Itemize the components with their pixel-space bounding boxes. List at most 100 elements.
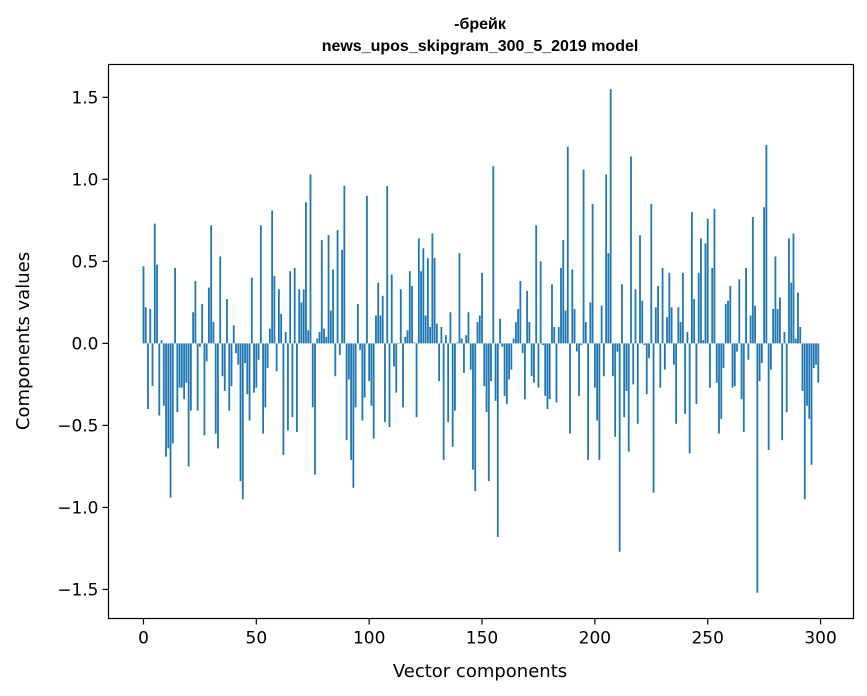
bar bbox=[551, 284, 553, 344]
bar bbox=[271, 210, 274, 344]
bar bbox=[713, 208, 716, 344]
bar bbox=[203, 343, 206, 436]
bar bbox=[533, 343, 535, 383]
y-tick-label: 1.5 bbox=[71, 88, 98, 108]
bar bbox=[677, 307, 680, 344]
bar bbox=[379, 315, 382, 344]
bar bbox=[171, 343, 174, 444]
bar bbox=[397, 343, 400, 344]
bar bbox=[681, 272, 684, 344]
bar bbox=[454, 343, 456, 411]
bar bbox=[320, 240, 323, 344]
bar bbox=[165, 343, 167, 457]
bar bbox=[350, 343, 353, 460]
bar bbox=[715, 343, 718, 383]
bar bbox=[151, 343, 154, 387]
y-tick-label: −0.5 bbox=[57, 416, 98, 436]
bar bbox=[228, 343, 231, 411]
bar bbox=[144, 307, 147, 344]
bar bbox=[521, 343, 524, 354]
bar bbox=[499, 318, 501, 344]
bar bbox=[632, 343, 635, 385]
bar bbox=[666, 317, 668, 344]
bar bbox=[356, 304, 359, 344]
bar bbox=[388, 343, 391, 428]
bar bbox=[463, 343, 465, 373]
bar bbox=[675, 343, 678, 424]
bar bbox=[445, 335, 447, 344]
bar bbox=[546, 343, 549, 410]
bar bbox=[460, 338, 463, 344]
bar bbox=[160, 340, 163, 344]
bar bbox=[411, 285, 413, 344]
bar bbox=[627, 343, 630, 452]
bar bbox=[727, 300, 729, 344]
bar bbox=[404, 336, 407, 344]
bar bbox=[406, 330, 409, 344]
bar bbox=[230, 343, 233, 387]
bar bbox=[239, 343, 242, 482]
bar bbox=[688, 343, 691, 454]
bar bbox=[293, 267, 296, 344]
bar bbox=[451, 343, 454, 447]
bar bbox=[174, 267, 176, 344]
bar bbox=[808, 343, 811, 419]
bar bbox=[318, 331, 321, 344]
bar bbox=[302, 289, 305, 344]
bar bbox=[661, 267, 664, 344]
bar bbox=[442, 343, 445, 460]
bar bbox=[221, 343, 224, 377]
bar bbox=[208, 287, 210, 344]
bar bbox=[167, 343, 170, 449]
bar bbox=[158, 343, 161, 416]
bar bbox=[287, 343, 289, 431]
bar bbox=[553, 326, 556, 344]
bar bbox=[643, 343, 646, 346]
bar bbox=[812, 343, 815, 368]
bar bbox=[704, 243, 707, 344]
bar bbox=[372, 343, 375, 439]
bar bbox=[246, 343, 249, 395]
bar bbox=[178, 343, 181, 388]
bar bbox=[724, 304, 727, 344]
bar bbox=[370, 343, 373, 406]
bar bbox=[587, 343, 589, 460]
bar bbox=[691, 212, 693, 344]
x-tick-label: 0 bbox=[138, 629, 149, 649]
bar bbox=[277, 289, 280, 344]
bar bbox=[381, 295, 384, 344]
bar bbox=[503, 343, 506, 396]
bar bbox=[580, 343, 583, 346]
bar bbox=[706, 218, 709, 344]
bar bbox=[747, 343, 750, 360]
bar bbox=[426, 258, 429, 344]
bar bbox=[636, 343, 639, 424]
chart-title-line-1: -брейк bbox=[454, 16, 507, 33]
chart-title-line-2: news_upos_skipgram_300_5_2019 model bbox=[322, 38, 639, 55]
bar bbox=[774, 256, 777, 344]
y-tick-label: 1.0 bbox=[71, 170, 98, 190]
bar bbox=[223, 343, 226, 391]
bar bbox=[298, 289, 301, 344]
bar bbox=[264, 343, 267, 408]
bar bbox=[639, 235, 641, 344]
bar bbox=[280, 313, 283, 344]
bar bbox=[496, 343, 499, 537]
bar bbox=[147, 343, 149, 410]
bar bbox=[361, 343, 364, 421]
bar bbox=[535, 225, 538, 344]
bar bbox=[769, 343, 772, 370]
bar bbox=[262, 343, 264, 434]
bar bbox=[149, 308, 152, 344]
y-tick-label: −1.5 bbox=[57, 580, 98, 600]
bar bbox=[672, 343, 675, 365]
bar bbox=[323, 328, 325, 344]
bar bbox=[803, 343, 806, 500]
bar bbox=[212, 322, 215, 344]
bar bbox=[711, 267, 714, 344]
bar bbox=[736, 343, 738, 352]
bar bbox=[700, 238, 702, 344]
bar bbox=[384, 343, 386, 423]
bar bbox=[772, 308, 775, 344]
